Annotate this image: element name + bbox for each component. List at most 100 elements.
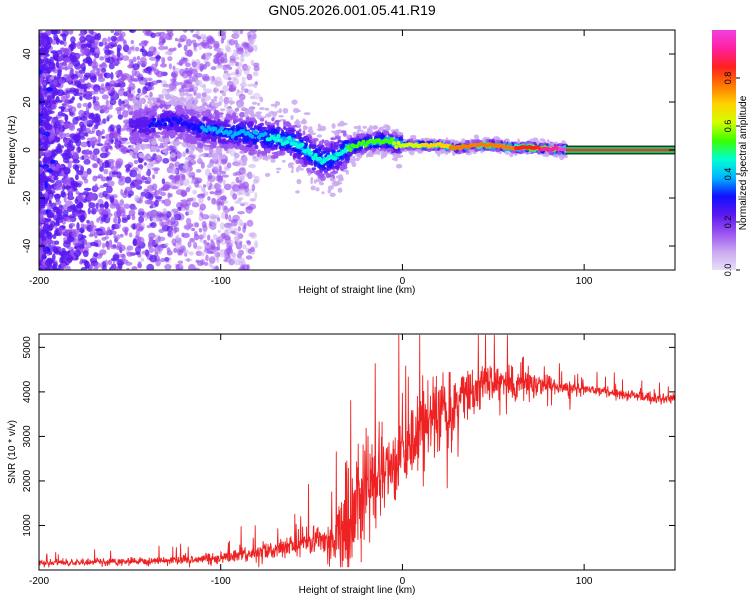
spectrogram-cell	[267, 124, 271, 130]
spectrogram-cell	[257, 149, 261, 155]
spectrogram-cell	[64, 63, 68, 71]
spectrogram-cell	[121, 218, 128, 223]
spectrogram-cell	[310, 185, 316, 191]
spectrogram-cell	[147, 240, 155, 248]
spectrogram-cell	[69, 111, 74, 116]
spectrogram-cell	[122, 208, 126, 214]
spectrogram-cell	[134, 70, 141, 78]
spectrogram-cell	[50, 180, 55, 183]
spectrogram-cell	[181, 207, 185, 211]
spectrogram-cell	[40, 46, 45, 55]
spectrogram-cell	[213, 252, 219, 260]
spectrogram-cell	[271, 111, 278, 117]
spectrogram-cell	[209, 191, 215, 195]
spectrogram-cell	[186, 110, 189, 114]
spectrogram-cell	[95, 175, 101, 179]
spectrogram-cell	[254, 144, 259, 150]
spectrogram-cell	[320, 150, 326, 155]
spectrogram-cell	[237, 233, 244, 239]
spectrogram-cell	[228, 214, 232, 222]
spectrogram-cell	[217, 138, 223, 144]
spectrogram-cell	[110, 35, 117, 42]
spectrogram-cell	[225, 113, 232, 119]
spectrogram-cell	[349, 138, 353, 144]
spectrogram-cell	[228, 60, 235, 66]
spectrogram-cell	[90, 42, 98, 48]
spectrogram-cell	[61, 262, 67, 270]
spectrogram-cell	[161, 178, 166, 185]
spectrogram-cell	[112, 125, 118, 129]
spectrogram-cell	[195, 95, 202, 99]
spectrogram-cell	[115, 60, 121, 65]
spectrogram-cell	[106, 185, 113, 194]
spectrogram-cell	[93, 186, 101, 191]
spectrogram-cell	[252, 92, 261, 100]
spectrogram-cell	[330, 142, 334, 149]
spectrogram-cell	[140, 257, 145, 262]
spectrogram-cell	[218, 80, 223, 86]
spectrogram-cell	[246, 264, 250, 270]
spectrogram-cell	[213, 86, 218, 94]
spectrogram-cell	[86, 82, 92, 88]
spectrogram-cell	[361, 131, 367, 134]
spectrogram-cell	[49, 56, 54, 65]
spectrogram-cell	[109, 80, 116, 87]
spectrogram-cell	[228, 87, 234, 92]
spectrogram-cell	[203, 261, 209, 266]
spectrogram-cell	[102, 118, 107, 124]
spectrogram-cell	[211, 219, 218, 228]
spectrogram-cell	[138, 98, 145, 104]
spectrogram-cell	[39, 177, 42, 182]
spectrogram-cell	[75, 191, 80, 195]
spectrogram-cell	[218, 48, 224, 52]
spectrogram-cell	[214, 102, 219, 109]
spectrogram-cell	[234, 160, 242, 167]
spectrogram-cell	[129, 151, 134, 156]
spectrogram-cell	[139, 60, 148, 66]
spectrogram-cell	[237, 211, 245, 215]
spectrogram-cell	[126, 267, 130, 270]
spectrogram-cell	[234, 61, 239, 67]
spectrogram-cell	[131, 266, 138, 270]
spectrogram-cell	[276, 167, 282, 171]
spectrogram-cell	[183, 249, 189, 254]
spectrogram-cell	[74, 164, 80, 172]
spectrogram-cell	[378, 127, 384, 132]
spectrogram-cell	[316, 134, 322, 138]
spectrogram-cell	[83, 72, 92, 78]
spectrogram-cell	[59, 40, 65, 45]
spectrogram-cell	[107, 36, 111, 42]
spectrogram-cell	[90, 112, 95, 120]
spectrogram-cell	[39, 58, 45, 65]
spectrogram-cell	[103, 168, 109, 175]
spectrogram-cell	[62, 33, 67, 42]
spectrogram-cell	[193, 48, 198, 52]
spectrogram-cell	[246, 32, 253, 36]
spectrogram-cell	[71, 96, 76, 101]
spectrogram-cell	[110, 30, 115, 34]
spectrogram-cell	[333, 141, 340, 147]
spectrogram-cell	[63, 99, 70, 108]
spectrogram-cell	[110, 257, 116, 262]
spectrogram-cell	[48, 135, 53, 142]
spectrogram-cell	[79, 227, 85, 234]
spectrogram-cell	[108, 239, 113, 248]
spectrogram-cell	[42, 226, 47, 234]
spectrogram-cell	[353, 125, 360, 130]
spectrogram-cell	[179, 201, 188, 208]
spectrogram-cell	[192, 189, 198, 195]
spectrogram-cell	[183, 224, 192, 230]
spectrogram-cell	[90, 75, 97, 83]
spectrogram-cell	[132, 152, 140, 159]
spectrogram-cell	[108, 62, 115, 70]
spectrogram-cell	[113, 217, 118, 224]
spectrogram-cell	[119, 233, 124, 238]
spectrogram-cell	[84, 127, 91, 134]
spectrogram-cell	[324, 154, 328, 158]
spectrogram-cell	[230, 126, 235, 129]
spectrogram-cell	[228, 39, 236, 46]
spectrogram-cell	[204, 88, 213, 94]
spectrogram-cell	[267, 128, 271, 134]
spectrogram-cell	[223, 101, 228, 109]
spectrogram-cell	[211, 98, 215, 103]
